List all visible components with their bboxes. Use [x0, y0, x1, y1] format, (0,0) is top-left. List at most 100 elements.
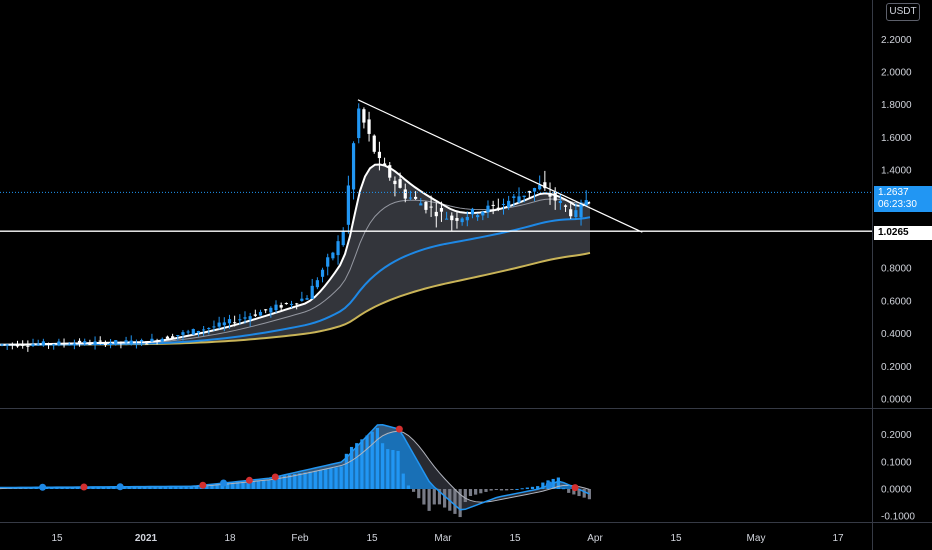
osc-histogram-bar	[370, 431, 374, 489]
osc-histogram-bar	[287, 474, 292, 489]
candle-body	[512, 196, 516, 198]
candle-body	[238, 319, 242, 321]
candle-body	[212, 326, 216, 328]
osc-histogram-bar	[75, 487, 80, 489]
candle-body	[424, 202, 428, 210]
candle-body	[222, 322, 226, 326]
candle-body	[119, 341, 123, 343]
price-tick-label: 1.6000	[881, 133, 912, 144]
osc-histogram-bar	[541, 482, 545, 489]
osc-histogram-bar	[468, 489, 473, 497]
candle-body	[196, 330, 201, 333]
osc-histogram-bar	[293, 474, 297, 489]
candle-body	[202, 329, 206, 331]
candle-body	[388, 165, 392, 178]
crossover-dot	[271, 473, 279, 481]
candle-body	[186, 331, 190, 333]
candle-body	[233, 322, 237, 324]
osc-histogram-bar	[453, 489, 457, 514]
osc-histogram-bar	[106, 487, 111, 489]
osc-histogram-bar	[391, 450, 395, 489]
candle-body	[295, 303, 299, 305]
candle-body	[455, 218, 459, 221]
candle-body	[114, 340, 118, 344]
candle-body	[62, 342, 66, 344]
osc-histogram-bar	[251, 480, 255, 489]
candle-countdown: 06:23:30	[878, 199, 917, 210]
candle-body	[269, 307, 273, 313]
horizontal-level-label: 1.0265	[874, 226, 932, 240]
candle-body	[77, 340, 82, 344]
osc-histogram-bar	[70, 487, 74, 489]
candle-body	[579, 202, 583, 218]
candle-body	[362, 109, 366, 123]
ema-ribbon-fill	[0, 164, 590, 345]
osc-histogram-bar	[96, 487, 100, 489]
time-tick-label: May	[747, 533, 766, 544]
osc-histogram-bar	[215, 483, 219, 489]
candle-body	[574, 210, 578, 218]
candle-body	[83, 341, 87, 344]
candle-body	[150, 338, 154, 342]
osc-histogram-bar	[55, 487, 59, 489]
crossover-dot	[395, 425, 403, 433]
currency-button[interactable]: USDT	[886, 3, 920, 21]
time-tick-label: 18	[224, 533, 236, 544]
ema-fast-line	[0, 163, 591, 346]
osc-tick-label: -0.1000	[881, 512, 915, 523]
candle-body	[93, 341, 97, 344]
candle-body	[41, 341, 45, 346]
price-tick-label: 0.8000	[881, 264, 912, 275]
osc-histogram-bar	[318, 469, 323, 489]
osc-histogram-bar	[474, 489, 478, 495]
candle-body	[569, 209, 573, 217]
osc-histogram-bar	[567, 489, 571, 493]
time-tick-label: Mar	[434, 533, 452, 544]
candle-body	[501, 203, 506, 205]
osc-histogram-bar	[267, 479, 271, 489]
candle-body	[419, 203, 423, 206]
candle-body	[88, 344, 92, 346]
osc-histogram-bar	[174, 487, 178, 489]
osc-histogram-bar	[505, 489, 509, 491]
candle-body	[310, 285, 314, 299]
candle-body	[553, 191, 557, 201]
crossover-dot	[545, 481, 553, 489]
osc-histogram-bar	[360, 439, 364, 489]
osc-histogram-bar	[437, 489, 442, 505]
candle-body	[527, 191, 531, 193]
candle-body	[289, 303, 294, 305]
osc-histogram-bar	[582, 489, 586, 498]
candle-body	[331, 252, 335, 259]
candle-body	[72, 343, 76, 346]
osc-main-line	[0, 423, 590, 511]
candle-body	[558, 200, 562, 203]
osc-histogram-bar	[525, 487, 529, 489]
candle-body	[165, 336, 170, 339]
candle-body	[470, 208, 475, 215]
osc-histogram-bar	[510, 489, 514, 490]
candle-body	[517, 196, 521, 203]
osc-histogram-bar	[587, 489, 591, 500]
candle-body	[403, 189, 407, 199]
candle-body	[207, 328, 211, 330]
osc-histogram-bar	[380, 443, 385, 489]
ema-slow-line	[0, 216, 591, 346]
candle-body	[217, 322, 221, 327]
osc-histogram-bar	[443, 489, 447, 508]
osc-histogram-bar	[225, 482, 230, 489]
candle-body	[315, 280, 319, 288]
osc-tick-label: 0.2000	[881, 430, 912, 441]
candle-body	[408, 197, 413, 199]
osc-histogram-bar	[463, 489, 467, 503]
candle-body	[36, 343, 40, 345]
osc-histogram-bar	[499, 489, 504, 491]
candle-body	[584, 200, 588, 206]
candle-body	[491, 204, 495, 206]
candle-body	[382, 163, 387, 166]
crossover-dot	[245, 476, 253, 484]
time-tick-label: 15	[670, 533, 682, 544]
osc-histogram-bar	[344, 453, 348, 489]
candle-body	[507, 200, 511, 208]
